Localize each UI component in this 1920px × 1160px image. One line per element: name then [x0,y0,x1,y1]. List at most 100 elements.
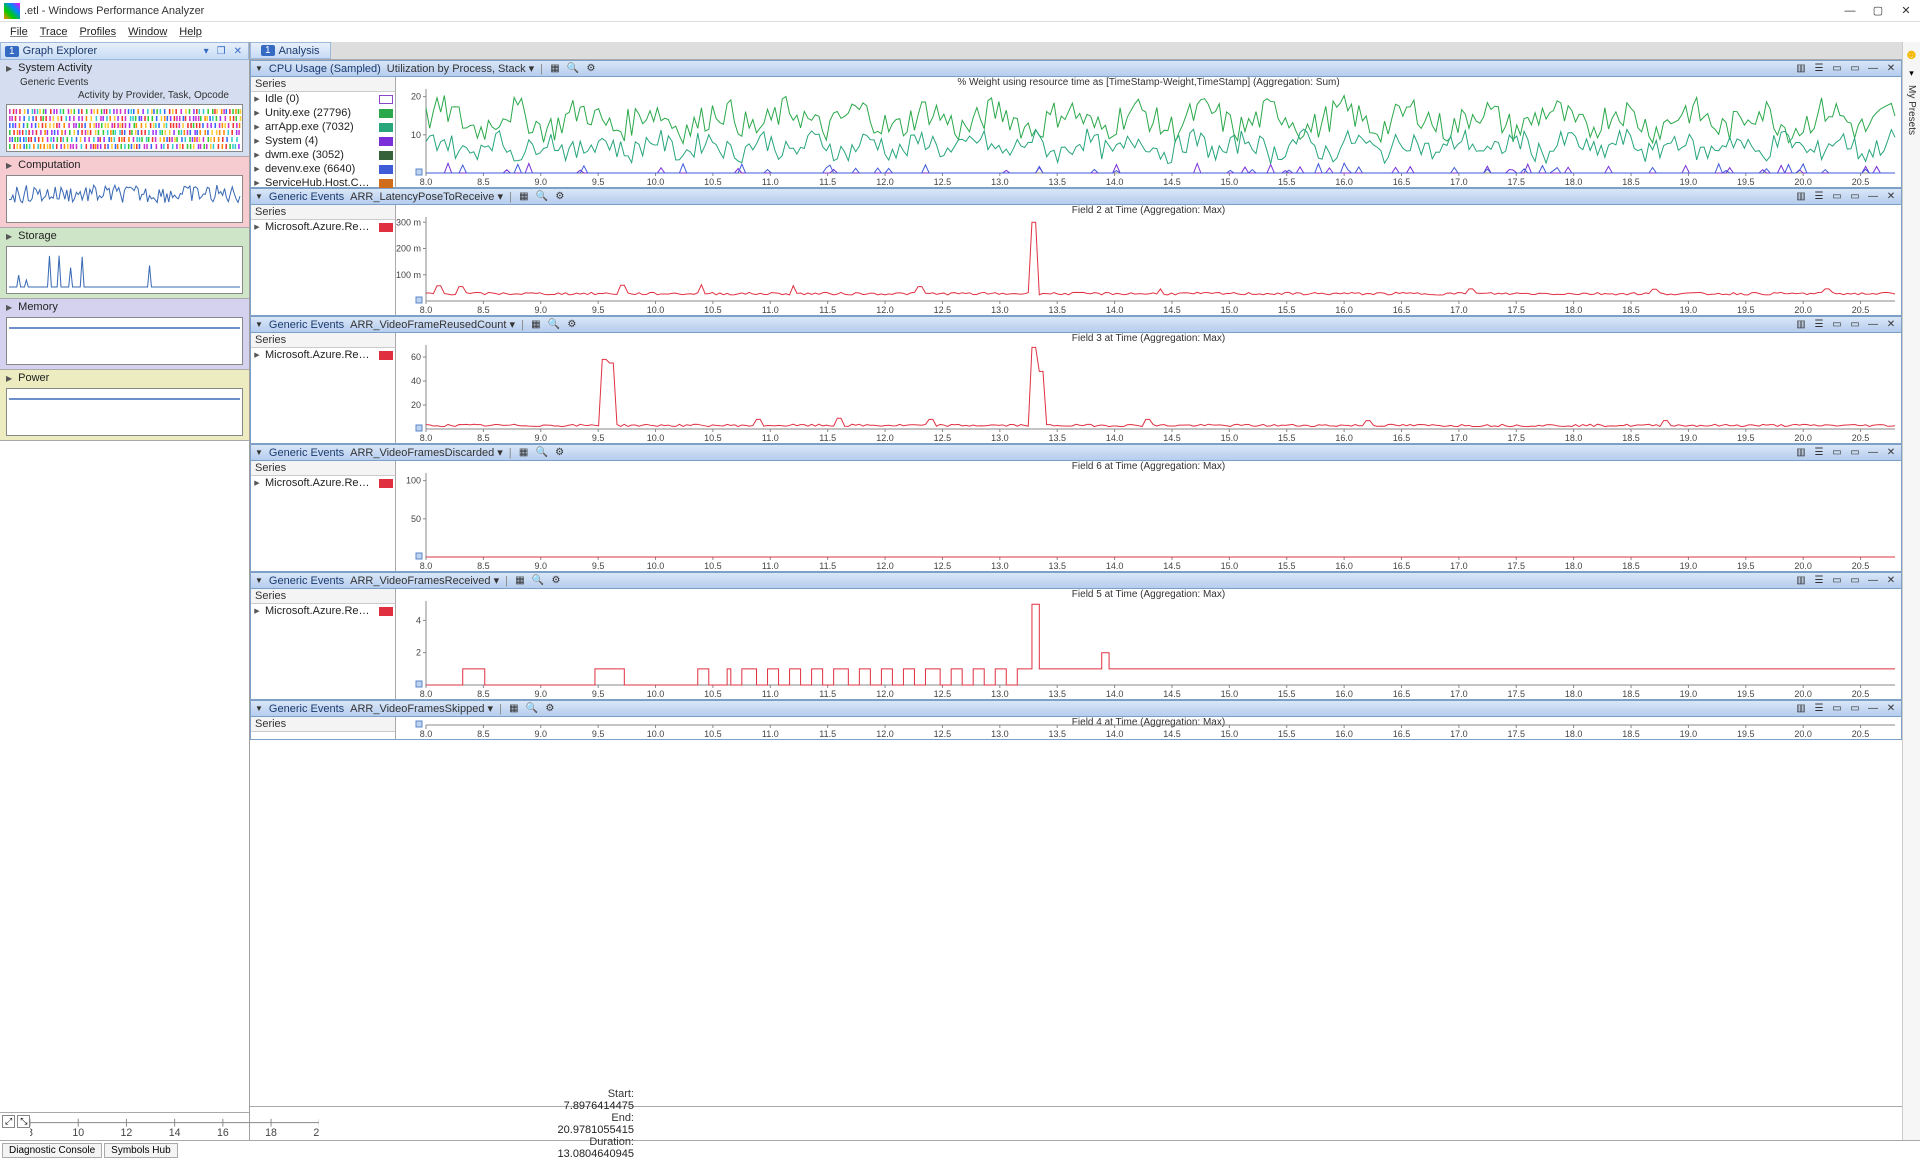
collapse-icon[interactable]: ▼ [255,448,263,457]
analysis-tab[interactable]: 1 Analysis [250,42,331,59]
chart-plot[interactable]: Field 6 at Time (Aggregation: Max)8.08.5… [396,461,1901,571]
collapse-icon[interactable]: ▼ [255,576,263,585]
chart-plot[interactable]: Field 3 at Time (Aggregation: Max)8.08.5… [396,333,1901,443]
panel-tool-icon[interactable]: 🔍 [536,191,548,203]
expand-icon[interactable]: ▶ [253,109,261,117]
panel-window-icon[interactable]: ▭ [1831,63,1843,75]
panel-tool-icon[interactable]: ▦ [518,191,530,203]
chart-plot[interactable]: Field 2 at Time (Aggregation: Max)8.08.5… [396,205,1901,315]
panel-window-icon[interactable]: ☰ [1813,703,1825,715]
panel-window-icon[interactable]: — [1867,319,1879,331]
zoom-out-icon[interactable]: ⤡ [17,1115,30,1128]
collapse-icon[interactable]: ▼ [255,320,263,329]
zoom-in-icon[interactable]: ⤢ [2,1115,15,1128]
expand-icon[interactable]: ▶ [253,351,261,359]
panel-window-icon[interactable]: — [1867,703,1879,715]
expand-icon[interactable]: ▶ [253,123,261,131]
explorer-category[interactable]: ▶Computation [0,157,249,228]
series-item[interactable]: ▶dwm.exe (3052) [251,148,395,162]
series-item[interactable]: ▶System (4) [251,134,395,148]
panel-tool-icon[interactable]: ▦ [508,703,520,715]
panel-window-icon[interactable]: ▥ [1795,63,1807,75]
panel-tool-icon[interactable]: ⚙ [585,63,597,75]
presets-dropdown-icon[interactable]: ▾ [1909,68,1914,79]
panel-window-icon[interactable]: ▥ [1795,447,1807,459]
panel-window-icon[interactable]: ▭ [1831,191,1843,203]
panel-window-icon[interactable]: ☰ [1813,447,1825,459]
panel-window-icon[interactable]: ▥ [1795,191,1807,203]
panel-tool-icon[interactable]: ▦ [530,319,542,331]
expand-icon[interactable]: ▶ [253,179,261,187]
minimize-button[interactable]: — [1836,0,1864,22]
panel-tool-icon[interactable]: 🔍 [548,319,560,331]
menu-trace[interactable]: Trace [34,24,74,40]
explorer-category[interactable]: ▶Storage [0,228,249,299]
chart-plot[interactable]: % Weight using resource time as [TimeSta… [396,77,1901,187]
panel-tool-icon[interactable]: ▦ [549,63,561,75]
chart-plot[interactable]: Field 4 at Time (Aggregation: Max)8.08.5… [396,717,1901,739]
panel-tool-icon[interactable]: ⚙ [554,191,566,203]
panel-tool-icon[interactable]: ▦ [518,447,530,459]
panel-window-icon[interactable]: — [1867,575,1879,587]
restore-icon[interactable]: ❐ [215,46,228,57]
series-item[interactable]: ▶Unity.exe (27796) [251,106,395,120]
panel-window-icon[interactable]: ▭ [1849,319,1861,331]
panel-window-icon[interactable]: ▭ [1849,191,1861,203]
panel-window-icon[interactable]: ▥ [1795,319,1807,331]
panel-tool-icon[interactable]: ⚙ [554,447,566,459]
panel-window-icon[interactable]: ✕ [1885,63,1897,75]
panel-window-icon[interactable]: ✕ [1885,191,1897,203]
dropdown-icon[interactable]: ▾ [202,46,211,57]
panel-tool-icon[interactable]: 🔍 [532,575,544,587]
explorer-category[interactable]: ▶Memory [0,299,249,370]
menu-profiles[interactable]: Profiles [73,24,122,40]
panel-window-icon[interactable]: ▭ [1849,447,1861,459]
panel-window-icon[interactable]: ✕ [1885,575,1897,587]
expand-icon[interactable]: ▶ [253,479,261,487]
expand-icon[interactable]: ▶ [6,64,12,73]
series-item[interactable]: ▶Idle (0) [251,92,395,106]
panel-window-icon[interactable]: ▭ [1849,575,1861,587]
maximize-button[interactable]: ▢ [1864,0,1892,22]
expand-icon[interactable]: ▶ [6,303,12,312]
series-item[interactable]: ▶Microsoft.Azure.RemoteRe... [251,348,395,362]
panel-window-icon[interactable]: ▭ [1831,319,1843,331]
expand-icon[interactable]: ▶ [253,137,261,145]
collapse-icon[interactable]: ▼ [255,192,263,201]
collapse-icon[interactable]: ▼ [255,64,263,73]
panel-window-icon[interactable]: ✕ [1885,447,1897,459]
panel-window-icon[interactable]: ☰ [1813,191,1825,203]
series-item[interactable]: ▶Microsoft.Azure.RemoteRe... [251,604,395,618]
expand-icon[interactable]: ▶ [6,374,12,383]
chart-plot[interactable]: Field 5 at Time (Aggregation: Max)8.08.5… [396,589,1901,699]
close-icon[interactable]: ✕ [232,46,244,57]
panel-tool-icon[interactable]: ▦ [514,575,526,587]
panel-window-icon[interactable]: — [1867,63,1879,75]
expand-icon[interactable]: ▶ [253,165,261,173]
panel-tool-icon[interactable]: ⚙ [566,319,578,331]
panel-window-icon[interactable]: ✕ [1885,703,1897,715]
panel-window-icon[interactable]: ▭ [1849,63,1861,75]
menu-window[interactable]: Window [122,24,173,40]
expand-icon[interactable]: ▶ [253,151,261,159]
series-item[interactable]: ▶Microsoft.Azure.RemoteRe... [251,220,395,234]
series-item[interactable]: ▶devenv.exe (6640) [251,162,395,176]
panel-window-icon[interactable]: — [1867,191,1879,203]
panel-window-icon[interactable]: ▥ [1795,703,1807,715]
panel-tool-icon[interactable]: ⚙ [550,575,562,587]
panel-window-icon[interactable]: ▭ [1831,575,1843,587]
feedback-icon[interactable]: ☻ [1904,46,1919,62]
panel-window-icon[interactable]: ▭ [1849,703,1861,715]
expand-icon[interactable]: ▶ [253,223,261,231]
expand-icon[interactable]: ▶ [6,161,12,170]
explorer-category[interactable]: ▶System ActivityGeneric EventsActivity b… [0,60,249,157]
close-button[interactable]: ✕ [1892,0,1920,22]
statusbar-tab[interactable]: Diagnostic Console [2,1143,102,1158]
panel-window-icon[interactable]: ☰ [1813,63,1825,75]
explorer-category[interactable]: ▶Power [0,370,249,441]
panel-window-icon[interactable]: — [1867,447,1879,459]
panel-tool-icon[interactable]: 🔍 [567,63,579,75]
series-item[interactable]: ▶arrApp.exe (7032) [251,120,395,134]
expand-icon[interactable]: ▶ [253,607,261,615]
panel-window-icon[interactable]: ☰ [1813,319,1825,331]
